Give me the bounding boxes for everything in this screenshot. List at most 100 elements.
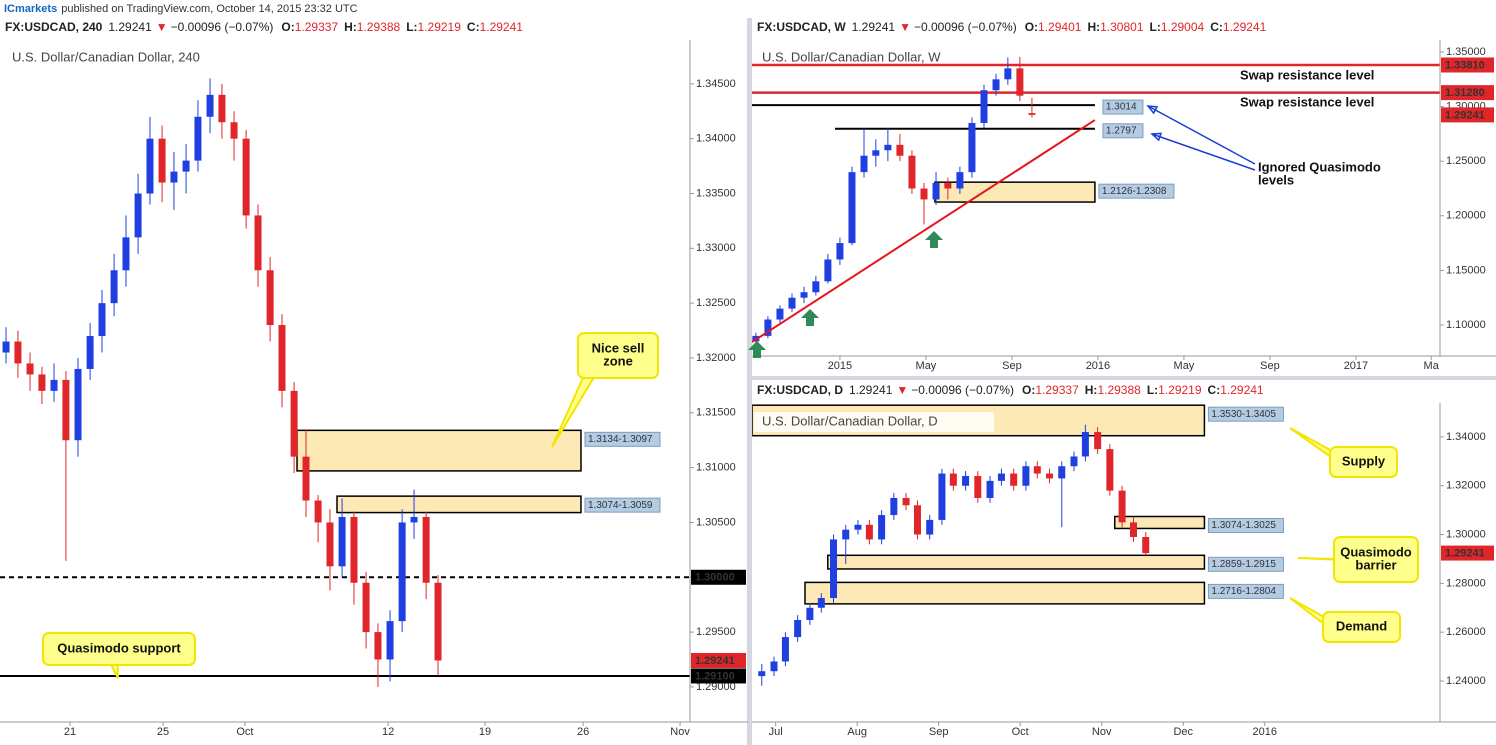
y-tick-label: 1.30000 [1446,528,1486,540]
level-label: 1.3014 [1106,102,1137,113]
annotation-text: levels [1258,172,1294,187]
ohlc-value: 1.29241 [1220,383,1264,397]
candle-body [812,281,820,293]
level-label-box [1102,123,1144,139]
y-tick-label: 1.32000 [696,352,736,364]
candle-body [980,90,988,123]
price-tag-label: 1.33810 [1445,59,1485,71]
x-tick-label: 26 [577,726,589,738]
x-tick-label: Nov [1092,726,1112,738]
chart-title: U.S. Dollar/Canadian Dollar, 240 [12,49,200,64]
symbol: FX:USDCAD, D [757,383,843,397]
candle-body [842,529,850,540]
price-tag [691,652,746,668]
zone-label: 1.3074-1.3025 [1211,520,1276,531]
pointer-arrow [1147,105,1256,165]
candle-body [962,475,970,486]
x-tick-label: Sep [1260,360,1280,372]
change-arrow: ▼ [896,383,908,397]
candle-body [410,516,418,523]
candle-body [1081,432,1089,457]
candle-body [986,480,994,498]
candle-body [1129,522,1137,537]
candle-body [902,497,910,506]
last-price: 1.29241 [849,383,893,397]
ohlc-key: O: [1025,20,1038,34]
x-tick-label: Aug [847,726,867,738]
candle-body [110,270,118,304]
price-tag-label: 1.29241 [1445,547,1485,559]
x-tick-label: 2017 [1344,360,1368,372]
candle-body [1118,490,1126,523]
candle-body [890,497,898,516]
candle-body [86,336,94,369]
zone [827,554,1206,570]
ohlc-key: L: [1150,20,1161,34]
candle-body [386,621,394,660]
candle-body [854,524,862,530]
candle-body [781,637,789,662]
x-tick-label: 2016 [1086,360,1110,372]
x-tick-label: 12 [382,726,394,738]
last-price: 1.29241 [108,20,152,34]
y-tick-label: 1.30500 [696,516,736,528]
candle-body [362,582,370,633]
candle-body [38,374,46,391]
price-tag-label: 1.29100 [695,670,735,682]
candle-body [1070,456,1078,467]
x-tick-label: 21 [64,726,76,738]
candle-body [1010,473,1018,486]
y-tick-label: 1.32500 [696,297,736,309]
publish-info: published on TradingView.com, October 14… [61,3,357,15]
y-tick-label: 1.35000 [1446,46,1486,58]
zone-label: 1.3074-1.3059 [588,500,653,511]
candle-body [422,516,430,583]
callout-box [577,332,659,379]
candle-body [350,516,358,583]
candle-body [1033,466,1041,474]
candle-body [949,473,957,486]
zone [1113,515,1206,530]
x-tick-label: 2016 [1252,726,1276,738]
candle-body [1046,473,1054,479]
y-tick-label: 1.31500 [696,407,736,419]
candle-body [848,172,856,244]
ohlc-value: 1.29388 [357,20,401,34]
ohlc-value: 1.29337 [295,20,339,34]
candle-body [242,138,250,216]
candle-body [878,515,886,540]
chart-header: FX:USDCAD, W 1.29241 ▼ −0.00096 (−0.07%) O:1… [757,20,1267,34]
pointer-arrow-head [1150,132,1163,142]
title-bg [754,412,994,432]
change-arrow: ▼ [156,20,168,34]
ohlc-value: 1.29401 [1038,20,1082,34]
publisher[interactable]: ICmarkets [4,3,57,15]
ohlc-key: C: [467,20,480,34]
callout-text: Supply [1342,453,1386,468]
pointer-arrow [1151,133,1256,171]
callout-text: zone [603,353,633,368]
zone-label: 1.3530-1.3405 [1211,409,1276,420]
price-tag-label: 1.30000 [695,572,735,584]
marker-arrow [925,231,943,248]
change-arrow: ▼ [899,20,911,34]
candle-body [2,341,10,353]
ohlc-value: 1.29219 [1158,383,1202,397]
candle-body [817,598,825,608]
ohlc-value: 1.30801 [1100,20,1144,34]
zone-label: 1.3134-1.3097 [588,434,653,445]
candle-body [158,138,166,183]
x-tick-label: Nov [670,726,690,738]
candle-body [908,155,916,189]
ohlc-value: 1.29241 [1223,20,1267,34]
change: −0.00096 (−0.07%) [171,20,274,34]
zone-label-box [1207,583,1284,599]
ohlc-key: C: [1208,383,1221,397]
candle-body [913,505,921,535]
x-tick-label: 2015 [828,360,852,372]
candle-body [788,297,796,309]
candle-body [74,368,82,441]
zone-label: 1.2859-1.2915 [1211,559,1276,570]
